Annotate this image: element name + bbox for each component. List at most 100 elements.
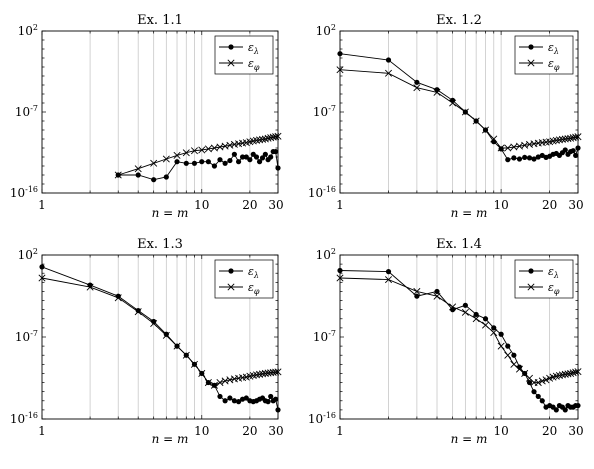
- legend-label: εφ: [548, 57, 560, 72]
- data-point: [553, 407, 559, 413]
- data-point: [230, 140, 238, 148]
- data-point: [163, 174, 169, 180]
- data-point: [174, 159, 180, 165]
- data-point: [275, 407, 281, 413]
- data-point: [134, 165, 142, 173]
- data-point: [504, 144, 512, 152]
- data-point: [515, 365, 524, 373]
- data-point: [575, 145, 581, 151]
- data-point: [114, 171, 122, 179]
- data-point: [472, 315, 480, 323]
- chart-title: Ex. 1.3: [137, 237, 183, 252]
- data-point: [531, 389, 537, 395]
- data-point: [205, 159, 211, 165]
- data-point: [135, 307, 141, 314]
- x-tick-label: 10: [493, 424, 508, 438]
- data-point: [150, 320, 158, 328]
- data-point: [162, 155, 170, 163]
- legend-marker: [528, 44, 534, 50]
- data-point: [414, 79, 420, 85]
- data-point: [384, 69, 393, 77]
- x-tick-label: 20: [242, 424, 257, 438]
- data-point: [337, 267, 343, 274]
- y-tick-label: 10-16: [308, 411, 336, 426]
- data-point: [38, 274, 46, 282]
- y-tick-label: 10-16: [10, 185, 38, 200]
- data-point: [227, 157, 233, 164]
- legend-marker: [527, 59, 535, 67]
- data-point: [199, 159, 205, 165]
- data-point: [182, 351, 190, 359]
- data-point: [539, 398, 545, 404]
- data-point: [481, 321, 490, 329]
- data-point: [505, 343, 511, 349]
- series-1: [115, 148, 281, 183]
- data-point: [173, 151, 181, 159]
- data-point: [562, 407, 568, 413]
- data-point: [490, 135, 498, 143]
- data-point: [256, 159, 263, 165]
- data-point: [336, 274, 344, 282]
- y-tick-label: 102: [18, 247, 38, 262]
- x-tick-label: 20: [242, 198, 257, 212]
- legend-marker: [227, 59, 235, 67]
- data-point: [574, 368, 582, 376]
- data-point: [526, 379, 533, 386]
- x-tick-label: 1: [38, 424, 46, 438]
- legend-marker: [227, 283, 235, 291]
- x-tick-label: 30: [268, 198, 283, 212]
- data-point: [473, 311, 479, 318]
- data-point: [555, 371, 563, 379]
- data-point: [272, 368, 280, 376]
- data-point: [222, 160, 228, 166]
- chart-title: Ex. 1.2: [436, 13, 482, 28]
- series-2: [38, 274, 282, 389]
- legend-label: ελ: [248, 41, 259, 56]
- data-point: [235, 159, 242, 165]
- x-tick-label: 1: [336, 424, 344, 438]
- data-point: [217, 157, 223, 163]
- data-point: [247, 157, 253, 163]
- data-point: [262, 151, 268, 157]
- legend-label: εφ: [248, 281, 260, 296]
- x-tick-label: 20: [542, 198, 557, 212]
- data-point: [434, 288, 440, 295]
- data-point: [272, 133, 280, 141]
- series-1: [337, 267, 581, 413]
- data-point: [274, 132, 282, 140]
- data-point: [210, 381, 218, 389]
- x-axis-label: n = m: [451, 206, 488, 220]
- y-tick-label: 10-16: [10, 411, 38, 426]
- data-point: [572, 133, 580, 141]
- data-point: [511, 155, 517, 161]
- data-point: [462, 302, 468, 308]
- y-tick-label: 102: [18, 23, 38, 38]
- data-point: [210, 144, 218, 152]
- data-point: [39, 264, 45, 270]
- legend-marker: [228, 44, 234, 50]
- data-point: [253, 154, 260, 160]
- data-point: [555, 136, 563, 144]
- data-point: [261, 135, 269, 143]
- x-axis-label: n = m: [451, 432, 488, 446]
- x-tick-label: 1: [38, 198, 46, 212]
- x-tick-label: 1: [336, 198, 344, 212]
- x-tick-label: 30: [268, 424, 283, 438]
- legend-label: ελ: [548, 265, 559, 280]
- legend-marker: [527, 283, 535, 291]
- legend-label: εφ: [248, 57, 260, 72]
- data-point: [268, 393, 274, 400]
- legend-label: εφ: [548, 281, 560, 296]
- data-point: [337, 51, 343, 57]
- data-point: [384, 276, 393, 284]
- data-point: [481, 126, 490, 134]
- data-point: [336, 66, 344, 74]
- y-tick-label: 10-7: [313, 104, 336, 119]
- data-point: [273, 148, 279, 155]
- data-point: [239, 154, 246, 160]
